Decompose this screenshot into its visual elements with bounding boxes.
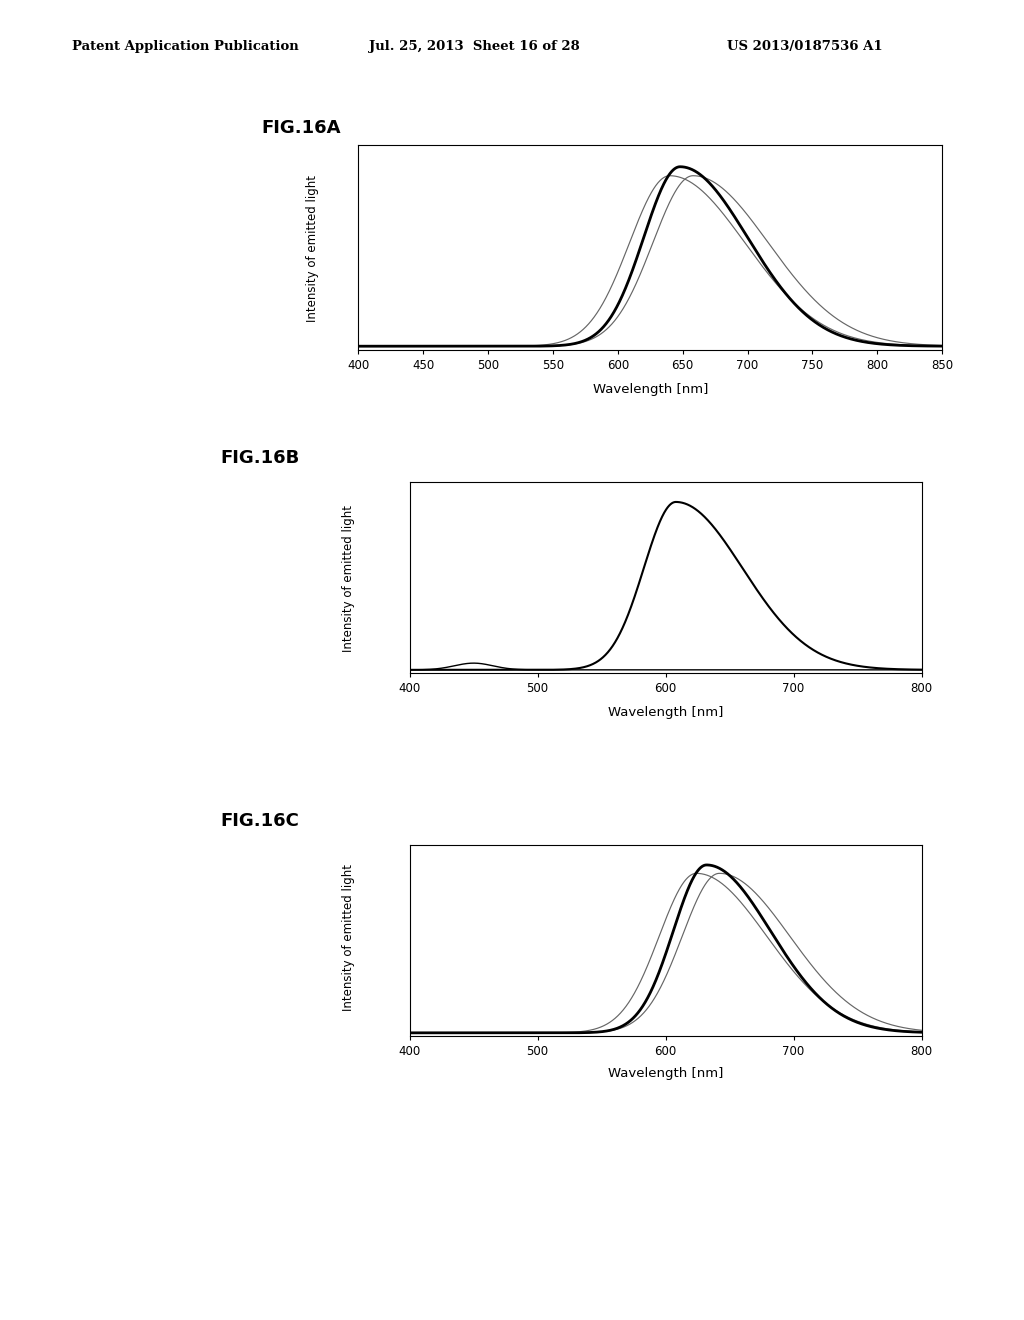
Text: FIG.16B: FIG.16B: [220, 449, 299, 467]
Text: Intensity of emitted light: Intensity of emitted light: [306, 174, 318, 322]
Text: Jul. 25, 2013  Sheet 16 of 28: Jul. 25, 2013 Sheet 16 of 28: [369, 40, 580, 53]
Text: FIG.16C: FIG.16C: [220, 812, 299, 830]
Text: Wavelength [nm]: Wavelength [nm]: [608, 1067, 723, 1080]
Text: FIG.16A: FIG.16A: [261, 119, 341, 137]
Text: Wavelength [nm]: Wavelength [nm]: [608, 706, 723, 719]
Text: Wavelength [nm]: Wavelength [nm]: [593, 383, 708, 396]
Text: US 2013/0187536 A1: US 2013/0187536 A1: [727, 40, 883, 53]
Text: Patent Application Publication: Patent Application Publication: [72, 40, 298, 53]
Text: Intensity of emitted light: Intensity of emitted light: [342, 863, 354, 1011]
Text: Intensity of emitted light: Intensity of emitted light: [342, 504, 354, 652]
